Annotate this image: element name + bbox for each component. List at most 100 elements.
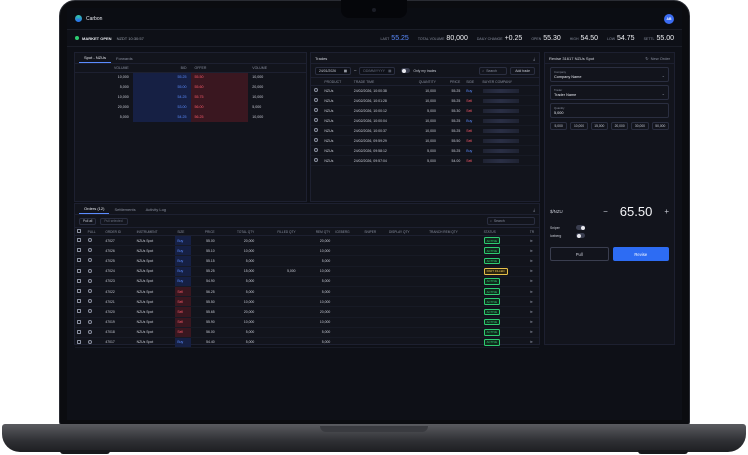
trades-title: Trades: [315, 55, 328, 61]
info-icon[interactable]: [314, 128, 318, 132]
quick-qty-button[interactable]: 15,000: [590, 122, 608, 130]
order-row[interactable]: 47019 NZUs Spot Sell 55.90 10,000 10,000 ACTIV…: [75, 317, 539, 328]
sniper-toggle[interactable]: [576, 225, 585, 230]
refresh-icon[interactable]: ↻: [645, 55, 649, 61]
order-book-row[interactable]: 10,000 54.25 55.75 10,000: [75, 92, 306, 102]
pull-icon[interactable]: [87, 258, 92, 263]
orders-search-input[interactable]: ⌕ Search: [487, 217, 535, 225]
pull-icon[interactable]: [87, 248, 92, 253]
order-checkbox[interactable]: [77, 329, 81, 334]
trader-select[interactable]: Trader Trader Name ⌄: [550, 85, 669, 100]
quick-qty-button[interactable]: 10,000: [570, 122, 588, 130]
pull-icon[interactable]: [87, 289, 92, 294]
order-side: Sell: [175, 317, 192, 328]
pull-icon[interactable]: [87, 238, 92, 243]
trade-row[interactable]: NZUs 24/02/2026, 09:58:12 5,000 55.25 Buy: [311, 145, 539, 156]
trade-buyer-company: [479, 115, 539, 126]
order-checkbox[interactable]: [77, 238, 81, 243]
tab-activity-log[interactable]: Activity Log: [145, 206, 167, 212]
order-book-row[interactable]: 20,000 53.00 56.00 5,000: [75, 102, 306, 112]
download-icon[interactable]: ⤓: [533, 206, 535, 212]
new-order-link[interactable]: New Order: [650, 55, 670, 61]
quick-qty-button[interactable]: 30,000: [631, 122, 649, 130]
order-checkbox[interactable]: [77, 299, 81, 304]
trade-row[interactable]: NZUs 24/02/2026, 10:00:38 10,000 55.25 Buy: [311, 85, 539, 96]
info-icon[interactable]: [314, 148, 318, 152]
order-checkbox[interactable]: [77, 339, 81, 344]
order-total-qty: 10,000: [217, 296, 258, 308]
pull-icon[interactable]: [87, 268, 92, 273]
info-icon[interactable]: [314, 138, 318, 142]
info-icon[interactable]: [314, 108, 318, 112]
pull-icon[interactable]: [87, 319, 92, 324]
only-my-trades-toggle[interactable]: [401, 68, 411, 73]
trades-search-input[interactable]: ⌕ Search: [479, 66, 508, 75]
order-row[interactable]: 47023 NZUs Spot Buy 54.90 5,000 5,000 ACTIVE te: [75, 276, 539, 287]
date-from-value: 24/01/2026: [319, 68, 336, 73]
pull-selected-button[interactable]: Pull selected: [100, 217, 129, 225]
order-row[interactable]: 47020 NZUs Spot Sell 55.65 20,000 20,000 ACTIV…: [75, 306, 539, 318]
select-all-checkbox[interactable]: [77, 229, 81, 233]
order-book-row[interactable]: 5,000 55.00 55.60 20,000: [75, 82, 306, 92]
revise-button[interactable]: Revise: [612, 247, 669, 261]
order-row[interactable]: 47027 NZUs Spot Buy 55.00 20,000 20,000 ACTIVE…: [75, 235, 539, 247]
trade-row[interactable]: NZUs 24/02/2026, 10:00:37 10,000 55.25 Sell: [311, 125, 539, 136]
quantity-label: Quantity: [554, 106, 565, 110]
quick-qty-button[interactable]: 5,000: [550, 122, 568, 130]
tab-orders[interactable]: Orders (12): [79, 204, 110, 214]
quick-qty-button[interactable]: 20,000: [610, 122, 629, 130]
order-checkbox[interactable]: [77, 278, 81, 283]
info-icon[interactable]: [314, 158, 318, 162]
pull-icon[interactable]: [87, 278, 92, 283]
pull-icon[interactable]: [87, 309, 92, 314]
trade-row[interactable]: NZUs 24/02/2026, 09:57:04 5,000 54.00 Sell: [311, 155, 539, 166]
price-increment-button[interactable]: +: [664, 207, 669, 216]
pull-icon[interactable]: [87, 329, 92, 334]
order-checkbox[interactable]: [77, 319, 81, 324]
date-from-input[interactable]: 24/01/2026 ▦: [315, 66, 351, 75]
date-to-input[interactable]: DD/MM/YYYY ▦: [359, 66, 396, 75]
info-icon[interactable]: [314, 118, 318, 122]
trade-product: NZUs: [321, 95, 351, 106]
order-book-row[interactable]: 5,000 54.25 56.25 10,000: [75, 112, 306, 122]
trade-row[interactable]: NZUs 24/02/2026, 10:00:12 5,000 55.30 Sell: [311, 105, 539, 116]
pull-button[interactable]: Pull: [550, 247, 609, 261]
order-row[interactable]: 47025 NZUs Spot Buy 55.15 5,000 5,000 ACTIVE te: [75, 255, 539, 267]
pull-icon[interactable]: [87, 299, 92, 304]
status-badge: PART FILLED: [483, 267, 508, 275]
pull-all-button[interactable]: Pull all: [79, 217, 97, 225]
iceberg-toggle[interactable]: [576, 233, 585, 238]
order-checkbox[interactable]: [77, 289, 81, 294]
tab-spot-nzus[interactable]: Spot - NZUs: [79, 53, 112, 63]
trade-row[interactable]: NZUs 24/02/2026, 10:00:04 10,000 55.25 Buy: [311, 115, 539, 126]
order-checkbox[interactable]: [77, 268, 81, 273]
tab-settlements[interactable]: Settlements: [114, 206, 136, 212]
download-icon[interactable]: ⤓: [533, 55, 535, 61]
pull-icon[interactable]: [87, 339, 92, 344]
market-status: MARKET OPEN: [82, 35, 112, 41]
order-row[interactable]: 47021 NZUs Spot Sell 55.50 10,000 10,000 ACTIV…: [75, 296, 539, 308]
user-avatar[interactable]: AB: [664, 13, 674, 24]
info-icon[interactable]: [314, 98, 318, 102]
tab-forwards[interactable]: Forwards: [116, 55, 133, 61]
order-checkbox[interactable]: [77, 309, 81, 314]
order-id: 47027: [103, 235, 135, 247]
order-checkbox[interactable]: [77, 258, 81, 263]
order-row[interactable]: 47018 NZUs Spot Sell 56.00 5,000 5,000 ACTIVE t…: [75, 327, 539, 338]
quick-qty-button[interactable]: 50,000: [651, 122, 669, 130]
trade-row[interactable]: NZUs 24/02/2026, 10:01:28 10,000 55.25 Sell: [311, 95, 539, 106]
order-row[interactable]: 47017 NZUs Spot Buy 54.40 5,000 5,000 ACTIVE te: [75, 337, 539, 349]
order-book-row[interactable]: 10,000 55.25 55.50 10,000: [75, 72, 306, 82]
price-value[interactable]: 65.50: [619, 204, 653, 219]
company-select[interactable]: Company Company Name ⌄: [550, 67, 669, 82]
order-row[interactable]: 47024 NZUs Spot Buy 55.25 15,000 5,000 10,000 P…: [75, 266, 539, 277]
order-checkbox[interactable]: [77, 248, 81, 253]
add-trade-button[interactable]: Add trade: [510, 66, 535, 75]
trade-row[interactable]: NZUs 24/02/2026, 09:59:29 10,000 55.50 Sell: [311, 135, 539, 146]
col-volume-bid: VOLUME: [75, 64, 133, 73]
info-icon[interactable]: [314, 88, 318, 92]
order-row[interactable]: 47026 NZUs Spot Buy 55.10 10,000 10,000 ACTIVE…: [75, 245, 539, 257]
order-row[interactable]: 47022 NZUs Spot Sell 56.25 5,000 5,000 ACTIVE t…: [75, 286, 539, 298]
price-decrement-button[interactable]: −: [603, 207, 608, 216]
quantity-field[interactable]: Quantity 5,000: [550, 103, 669, 118]
